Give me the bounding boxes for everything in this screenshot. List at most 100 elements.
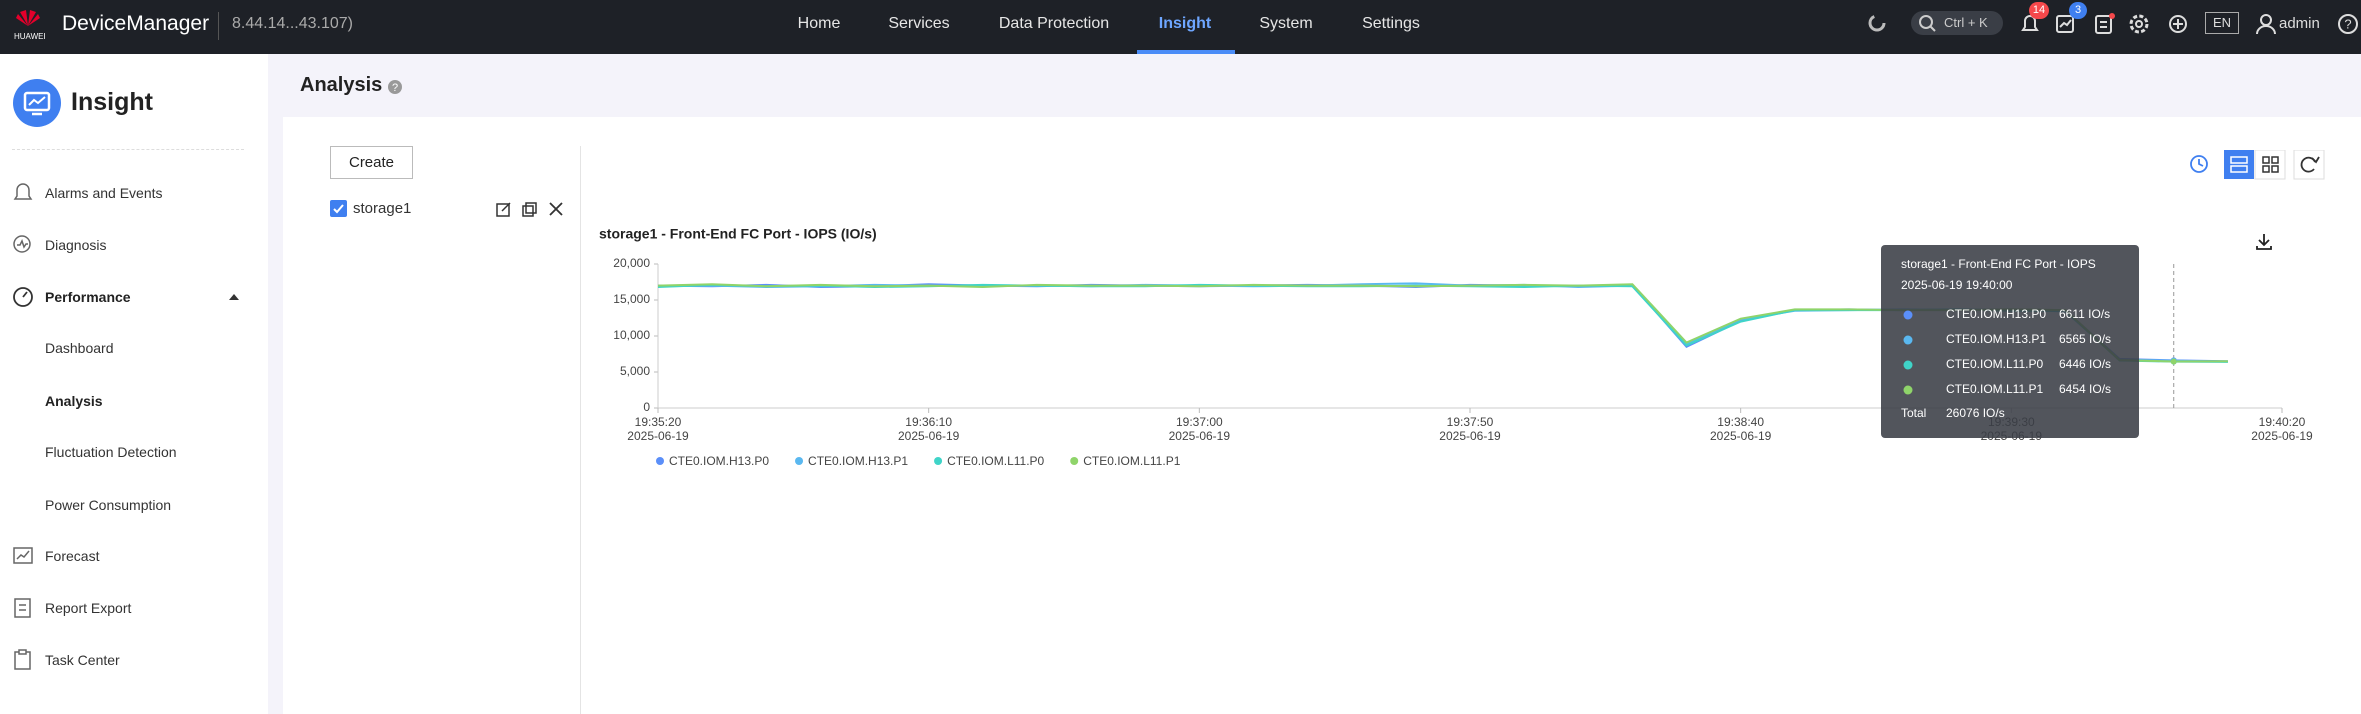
insight-icon: [13, 79, 61, 127]
top-bar: HUAWEI DeviceManager 8.44.14...43.107) H…: [0, 0, 2361, 54]
y-tick-label: 20,000: [613, 256, 650, 270]
legend-marker: [934, 457, 943, 465]
tooltip-series: CTE0.IOM.H13.P0: [1946, 307, 2046, 321]
legend-label: CTE0.IOM.H13.P1: [808, 454, 908, 468]
tooltip-title: storage1 - Front-End FC Port - IOPS: [1901, 257, 2096, 271]
x-tick-label: 2025-06-19: [1439, 429, 1501, 443]
refresh-button[interactable]: [2293, 150, 2325, 180]
checkbox[interactable]: [330, 200, 347, 217]
nav-item[interactable]: Data Protection: [998, 15, 1110, 32]
help-icon[interactable]: ?: [2336, 12, 2360, 36]
app-name: DeviceManager: [62, 12, 210, 35]
tooltip-series: CTE0.IOM.H13.P1: [1946, 332, 2046, 346]
x-tick-label: 19:38:40: [1717, 415, 1764, 429]
menu-item[interactable]: Alarms and Events: [45, 185, 163, 201]
task-icon[interactable]: [2054, 12, 2078, 36]
download-button[interactable]: [2254, 232, 2274, 252]
submenu-item[interactable]: Fluctuation Detection: [45, 444, 177, 460]
x-tick-label: 19:35:20: [635, 415, 682, 429]
nav-item[interactable]: Services: [888, 15, 950, 32]
y-tick-label: 5,000: [620, 364, 650, 378]
object-name[interactable]: storage1: [353, 200, 412, 217]
object-actions: [496, 202, 563, 217]
collapse-arrow[interactable]: [228, 292, 240, 302]
tooltip-value: 6454 IO/s: [2059, 382, 2111, 396]
menu-item[interactable]: Performance: [45, 289, 131, 305]
nav-item[interactable]: Home: [797, 15, 841, 32]
menu-item[interactable]: Task Center: [45, 652, 120, 668]
x-tick-label: 2025-06-19: [898, 429, 960, 443]
settings-icon[interactable]: [2127, 12, 2151, 36]
tooltip: storage1 - Front-End FC Port - IOPS 2025-…: [1881, 245, 2139, 438]
sidebar: Insight Alarms and Events Diagnosis Perf…: [0, 54, 268, 714]
submenu-item[interactable]: Analysis: [45, 393, 103, 409]
separator: [12, 149, 244, 150]
menu-item[interactable]: Forecast: [45, 548, 100, 564]
submenu-item[interactable]: Power Consumption: [45, 497, 172, 513]
time-button[interactable]: [2190, 155, 2208, 173]
report-icon: [14, 598, 31, 618]
nav-underline: [1137, 50, 1235, 54]
tooltip-marker: [1903, 360, 1913, 370]
x-tick-label: 19:36:10: [905, 415, 952, 429]
list-view-button[interactable]: [2224, 150, 2254, 179]
forecast-icon: [13, 547, 33, 564]
add-icon[interactable]: [2166, 12, 2190, 36]
legend-label: CTE0.IOM.L11.P0: [947, 454, 1044, 468]
divider: [218, 12, 219, 40]
tooltip-box: [1881, 245, 2139, 438]
legend-item[interactable]: CTE0.IOM.L11.P0: [934, 454, 1045, 468]
tooltip-value: 6446 IO/s: [2059, 357, 2111, 371]
x-tick-label: 2025-06-19: [627, 429, 689, 443]
task-center-icon: [14, 649, 31, 670]
help-icon[interactable]: ?: [387, 79, 403, 95]
legend-label: CTE0.IOM.L11.P1: [1083, 454, 1180, 468]
svg-text:?: ?: [2344, 16, 2351, 31]
notice-icon[interactable]: [2092, 12, 2116, 36]
nav-item[interactable]: Settings: [1362, 15, 1420, 32]
alarm-badge: 14: [2029, 2, 2049, 19]
edit-button[interactable]: [496, 202, 511, 217]
user-name[interactable]: admin: [2279, 15, 2320, 32]
loading-icon[interactable]: [1866, 12, 1888, 34]
tooltip-marker: [1903, 310, 1913, 320]
search-icon: [1919, 15, 1936, 32]
search-box[interactable]: [1911, 11, 2003, 35]
x-tick-label: 19:37:00: [1176, 415, 1223, 429]
tooltip-total: 26076 IO/s: [1946, 406, 2005, 420]
tooltip-series: CTE0.IOM.L11.P0: [1946, 357, 2043, 371]
page-title: Analysis: [300, 74, 383, 96]
task-badge: 3: [2069, 2, 2087, 19]
tooltip-time: 2025-06-19 19:40:00: [1901, 278, 2013, 292]
nav-item[interactable]: Insight: [1158, 15, 1212, 32]
nav-item[interactable]: System: [1259, 15, 1313, 32]
legend-marker: [795, 457, 804, 465]
y-tick-label: 15,000: [613, 292, 650, 306]
menu-item[interactable]: Report Export: [45, 600, 132, 616]
logo-icon: [16, 10, 40, 26]
user-icon: [2256, 14, 2276, 35]
legend-marker: [1070, 457, 1079, 465]
legend-item[interactable]: CTE0.IOM.L11.P1: [1070, 454, 1181, 468]
legend-label: CTE0.IOM.H13.P0: [669, 454, 769, 468]
chart-toolbar: [2190, 150, 2325, 180]
x-tick-label: 2025-06-19: [1169, 429, 1231, 443]
sidebar-title: Insight: [71, 88, 153, 116]
chart-title: storage1 - Front-End FC Port - IOPS (IO/…: [599, 226, 877, 242]
language-switch[interactable]: EN: [2205, 12, 2239, 34]
delete-button[interactable]: [549, 202, 563, 216]
menu-item[interactable]: Diagnosis: [45, 237, 107, 253]
legend-item[interactable]: CTE0.IOM.H13.P0: [656, 454, 769, 468]
copy-button[interactable]: [522, 202, 537, 217]
x-tick-label: 2025-06-19: [1710, 429, 1772, 443]
submenu-item[interactable]: Dashboard: [45, 340, 114, 356]
tooltip-value: 6565 IO/s: [2059, 332, 2111, 346]
brand: HUAWEI: [14, 32, 46, 41]
grid-view-button[interactable]: [2254, 150, 2286, 180]
create-button[interactable]: Create: [330, 146, 413, 179]
legend-item[interactable]: CTE0.IOM.H13.P1: [795, 454, 908, 468]
panel-divider: [580, 146, 581, 714]
tooltip-value: 6611 IO/s: [2059, 307, 2110, 321]
y-tick-label: 0: [643, 400, 650, 414]
